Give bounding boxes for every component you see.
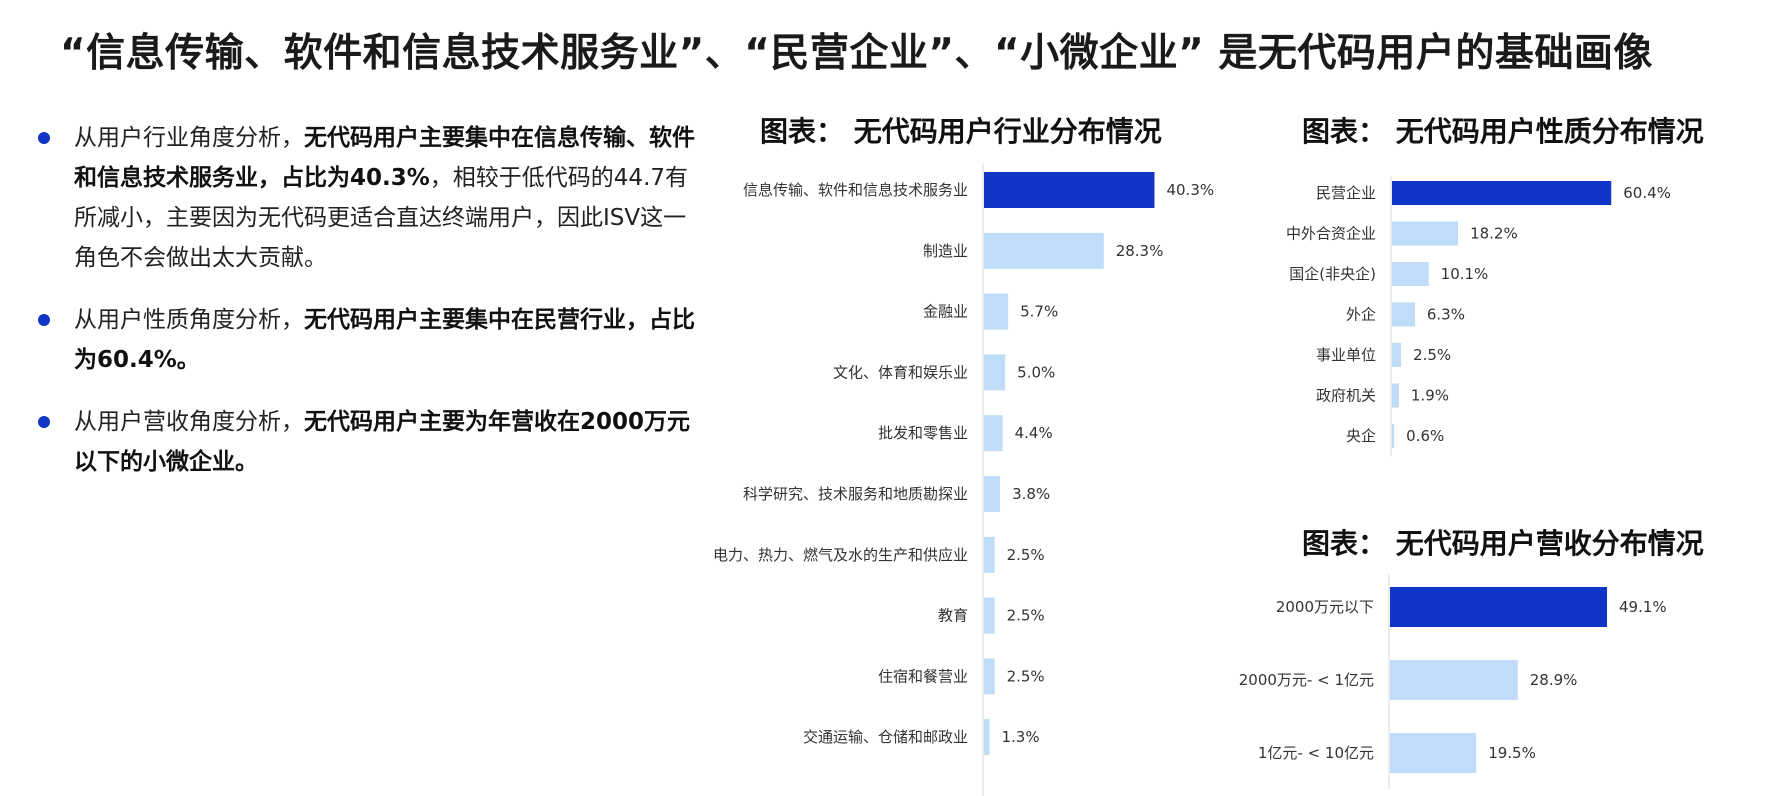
nature-bar [1392, 383, 1399, 408]
nature-bar [1392, 221, 1459, 246]
industry-bar [984, 597, 995, 634]
industry-bar [984, 719, 990, 756]
nature-bar [1392, 343, 1402, 367]
page-title: “信息传输、软件和信息技术服务业”、“民营企业”、“小微企业” 是无代码用户的基… [60, 31, 1653, 76]
bullet-dot-icon [38, 416, 50, 428]
industry-bar [984, 536, 995, 573]
industry-category-label: 电力、热力、燃气及水的生产和供应业 [713, 546, 968, 564]
industry-value-label: 2.5% [1007, 607, 1045, 625]
industry-category-label: 科学研究、技术服务和地质勘探业 [743, 485, 968, 503]
nature-category-label: 民营企业 [1316, 184, 1376, 202]
revenue-bar [1390, 733, 1477, 773]
nature-value-label: 60.4% [1623, 184, 1671, 202]
industry-category-label: 金融业 [923, 303, 968, 321]
nature-bar [1392, 424, 1395, 448]
industry-chart-title: 图表： 无代码用户行业分布情况 [760, 115, 1162, 148]
revenue-bar [1390, 660, 1518, 700]
nature-bar [1392, 181, 1612, 205]
revenue-category-label: 2000万元- < 1亿元 [1239, 671, 1374, 689]
bullet-text: 从用户营收角度分析，无代码用户主要为年营收在2000万元以下的小微企业。 [74, 402, 706, 482]
revenue-category-label: 2000万元以下 [1276, 598, 1374, 616]
industry-bar [984, 232, 1104, 269]
nature-category-label: 央企 [1346, 427, 1376, 445]
industry-value-label: 2.5% [1007, 667, 1045, 685]
industry-category-label: 住宿和餐营业 [878, 667, 968, 685]
revenue-category-label: 1亿元- < 10亿元 [1258, 744, 1374, 762]
bullet-text-part: 从用户行业角度分析， [74, 125, 304, 151]
bullet-text: 从用户行业角度分析，无代码用户主要集中在信息传输、软件和信息技术服务业，占比为4… [74, 118, 706, 278]
industry-value-label: 28.3% [1116, 242, 1164, 260]
nature-value-label: 18.2% [1470, 225, 1518, 243]
industry-bar [984, 476, 1001, 512]
bullet-text-bold: 无代码用户主要集中在民营行业，占比为60.4%。 [74, 307, 695, 373]
bullet-dot-icon [38, 132, 50, 144]
bullet-list: 从用户行业角度分析，无代码用户主要集中在信息传输、软件和信息技术服务业，占比为4… [38, 118, 706, 504]
bullet-text-part: 从用户营收角度分析， [74, 409, 304, 435]
revenue-value-label: 49.1% [1619, 598, 1667, 616]
bullet-text-part: 从用户性质角度分析， [74, 307, 304, 333]
industry-value-label: 3.8% [1012, 485, 1050, 503]
nature-value-label: 1.9% [1411, 387, 1449, 405]
revenue-chart-title: 图表： 无代码用户营收分布情况 [1302, 527, 1704, 560]
industry-category-label: 制造业 [923, 242, 968, 260]
nature-bar [1392, 302, 1415, 327]
industry-category-label: 批发和零售业 [878, 424, 968, 442]
nature-value-label: 6.3% [1427, 306, 1465, 324]
nature-category-label: 国企(非央企) [1289, 265, 1376, 283]
nature-value-label: 2.5% [1413, 346, 1451, 364]
industry-bar [984, 172, 1155, 208]
nature-chart-title: 图表： 无代码用户性质分布情况 [1302, 115, 1704, 148]
bullet-text: 从用户性质角度分析，无代码用户主要集中在民营行业，占比为60.4%。 [74, 300, 706, 380]
nature-category-label: 中外合资企业 [1286, 225, 1376, 243]
industry-category-label: 教育 [938, 607, 968, 625]
nature-value-label: 10.1% [1441, 265, 1489, 283]
nature-category-label: 外企 [1346, 306, 1376, 324]
bullet-dot-icon [38, 314, 50, 326]
nature-category-label: 政府机关 [1316, 387, 1376, 405]
nature-bar [1392, 262, 1429, 286]
nature-category-label: 事业单位 [1316, 346, 1376, 364]
industry-category-label: 交通运输、仓储和邮政业 [803, 728, 968, 746]
industry-bar [984, 415, 1003, 452]
bullet-text-bold: 无代码用户主要为年营收在2000万元以下的小微企业。 [74, 409, 691, 475]
nature-value-label: 0.6% [1406, 427, 1444, 445]
industry-value-label: 5.0% [1017, 363, 1055, 381]
revenue-value-label: 28.9% [1530, 671, 1578, 689]
industry-value-label: 4.4% [1015, 424, 1053, 442]
industry-bar [984, 658, 995, 695]
revenue-value-label: 19.5% [1488, 744, 1536, 762]
industry-category-label: 信息传输、软件和信息技术服务业 [743, 181, 968, 199]
bullet-text-part: ，相较于低代码的44.7有所减小，主要因为无代码更适合直达终端用户，因此ISV这… [74, 165, 689, 271]
revenue-bar [1390, 587, 1608, 627]
industry-value-label: 1.3% [1001, 728, 1039, 746]
industry-value-label: 2.5% [1007, 546, 1045, 564]
industry-category-label: 文化、体育和娱乐业 [833, 363, 968, 381]
bullet-text-bold: 无代码用户主要集中在信息传输、软件和信息技术服务业，占比为40.3% [74, 125, 695, 191]
bullet-item: 从用户行业角度分析，无代码用户主要集中在信息传输、软件和信息技术服务业，占比为4… [38, 118, 706, 278]
bullet-item: 从用户性质角度分析，无代码用户主要集中在民营行业，占比为60.4%。 [38, 300, 706, 380]
industry-bar [984, 293, 1009, 330]
bullet-item: 从用户营收角度分析，无代码用户主要为年营收在2000万元以下的小微企业。 [38, 402, 706, 482]
industry-value-label: 5.7% [1020, 303, 1058, 321]
industry-value-label: 40.3% [1166, 181, 1214, 199]
industry-bar [984, 354, 1006, 391]
